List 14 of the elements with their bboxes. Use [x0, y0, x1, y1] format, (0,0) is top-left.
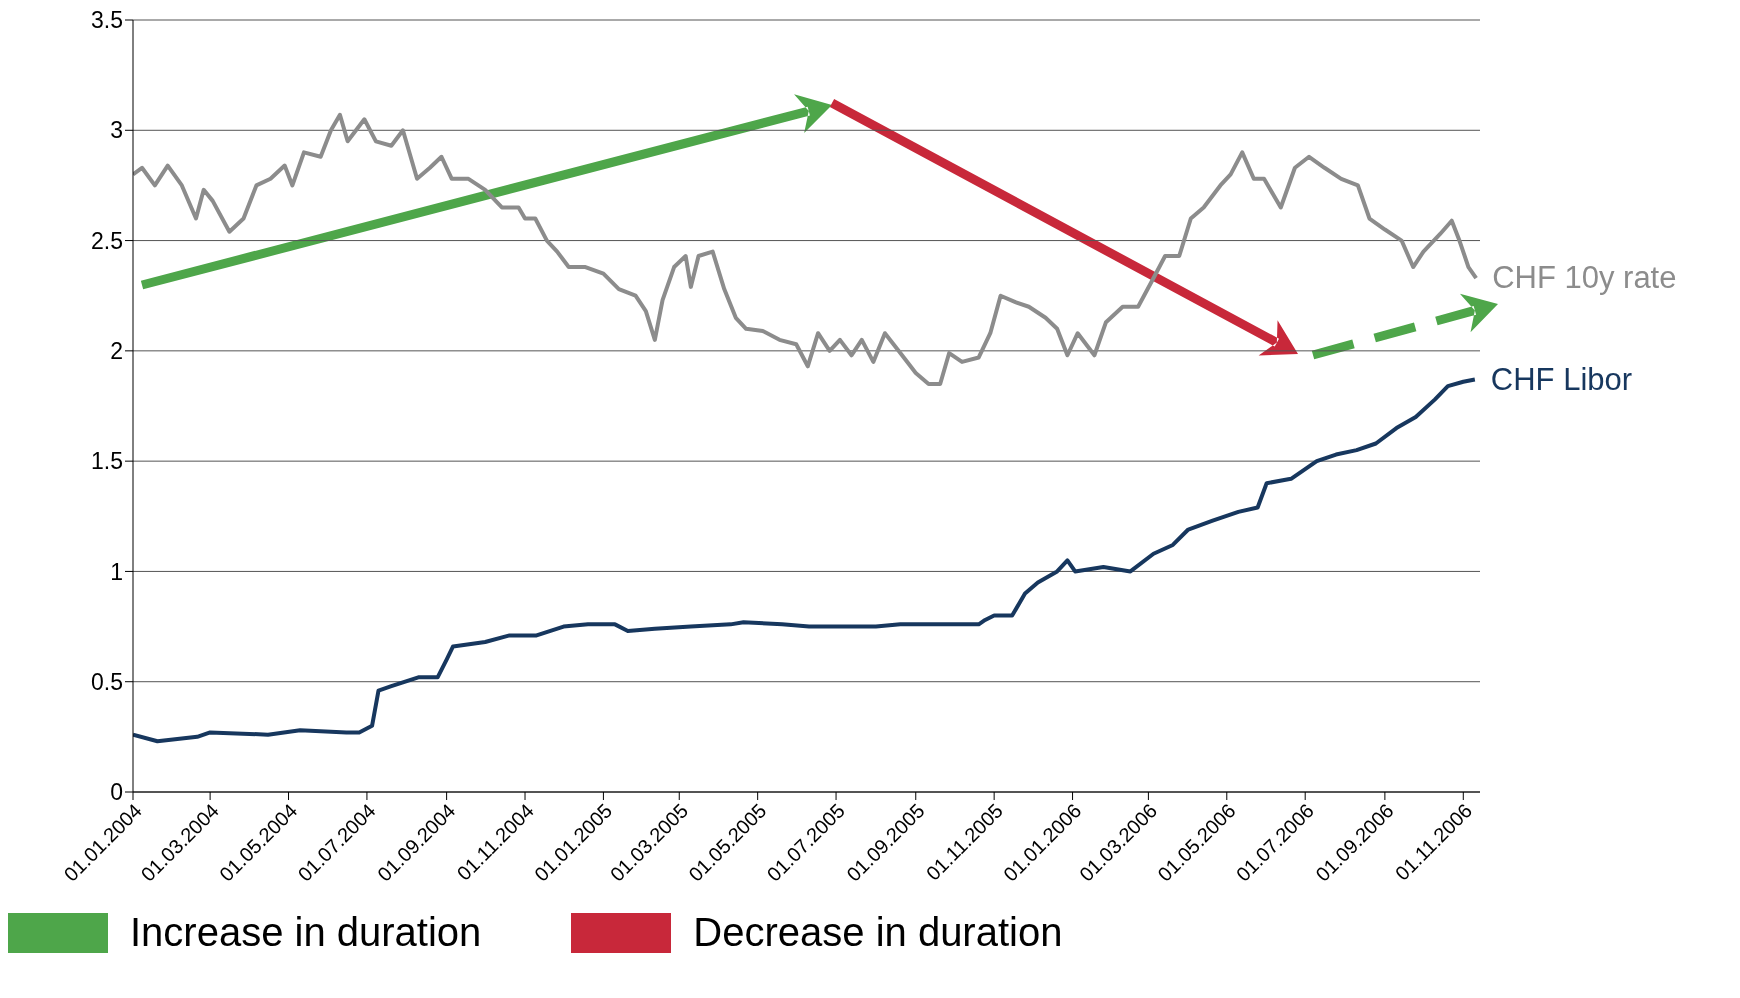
y-tick-label: 1.5	[91, 448, 123, 475]
line-series	[133, 112, 1479, 386]
series-label: CHF 10y rate	[1492, 260, 1677, 296]
series-label: CHF Libor	[1490, 361, 1633, 397]
y-tick-label: 0.5	[91, 668, 123, 695]
text: Increase in duration	[130, 910, 482, 955]
y-tick-label: 0	[110, 779, 123, 806]
y-tick-label: 1	[110, 558, 123, 585]
y-tick-label: 3	[110, 117, 123, 144]
y-tick-label: 3.5	[91, 7, 123, 34]
y-tick-label: 2.5	[91, 227, 123, 254]
text: Decrease in duration	[693, 910, 1063, 955]
y-tick-label: 2	[110, 338, 123, 365]
line-series	[133, 377, 1477, 744]
